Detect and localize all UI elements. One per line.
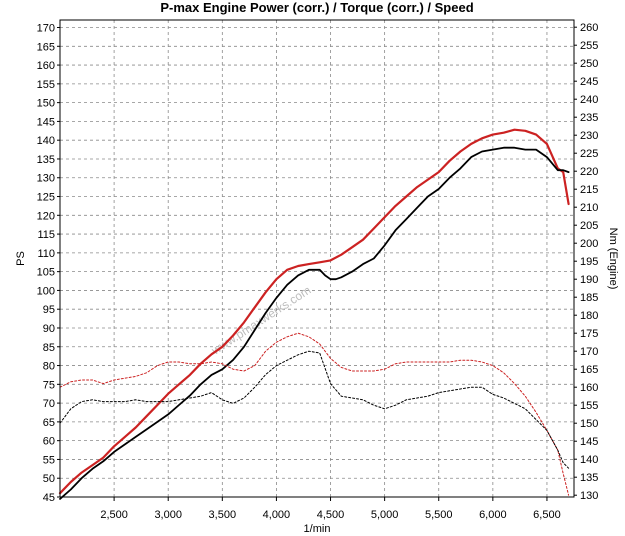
y-left-tick-label: 60 bbox=[43, 436, 55, 448]
y-right-tick-label: 205 bbox=[580, 220, 598, 232]
y-axis-right-label: Nm (Engine) bbox=[607, 228, 619, 290]
y-right-tick-label: 135 bbox=[580, 472, 598, 484]
y-left-tick-label: 140 bbox=[37, 135, 55, 147]
plot-frame bbox=[59, 19, 575, 498]
y-left-tick-label: 170 bbox=[37, 23, 55, 35]
series-line-1 bbox=[58, 128, 570, 495]
y-left-tick-label: 50 bbox=[43, 473, 55, 485]
x-axis-label: 1/min bbox=[304, 523, 331, 535]
y-left-tick-label: 90 bbox=[43, 323, 55, 335]
x-tick-label: 5,500 bbox=[425, 509, 453, 521]
y-right-tick-label: 210 bbox=[580, 202, 598, 214]
y-right-tick-label: 175 bbox=[580, 328, 598, 340]
y-left-tick-label: 120 bbox=[37, 210, 55, 222]
y-right-tick-label: 155 bbox=[580, 400, 598, 412]
series-line-2 bbox=[59, 146, 570, 500]
y-right-tick-label: 130 bbox=[580, 490, 598, 502]
y-right-tick-label: 190 bbox=[580, 274, 598, 286]
y-right-tick-label: 150 bbox=[580, 418, 598, 430]
y-right-tick-label: 160 bbox=[580, 382, 598, 394]
y-left-tick-label: 65 bbox=[43, 417, 55, 429]
y-right-tick-label: 140 bbox=[580, 454, 598, 466]
y-left-tick-label: 85 bbox=[43, 342, 55, 354]
y-left-tick-label: 150 bbox=[37, 98, 55, 110]
grid bbox=[60, 20, 574, 498]
y-left-tick-label: 130 bbox=[37, 173, 55, 185]
x-tick-label: 4,000 bbox=[263, 509, 291, 521]
y-left-tick-label: 110 bbox=[37, 248, 55, 260]
y-left-tick-label: 45 bbox=[43, 492, 55, 504]
series-group bbox=[58, 128, 570, 500]
y-right-tick-label: 255 bbox=[580, 40, 598, 52]
y-axis-left-label: PS bbox=[15, 251, 27, 266]
y-left-tick-label: 145 bbox=[37, 116, 55, 128]
y-right-tick-label: 240 bbox=[580, 94, 598, 106]
y-left-tick-label: 55 bbox=[43, 454, 55, 466]
x-tick-label: 6,500 bbox=[533, 509, 561, 521]
y-right-tick-label: 180 bbox=[580, 310, 598, 322]
y-left-tick-label: 75 bbox=[43, 379, 55, 391]
chart-title: P-max Engine Power (corr.) / Torque (cor… bbox=[160, 0, 473, 15]
y-right-tick-label: 170 bbox=[580, 346, 598, 358]
y-right-tick-label: 220 bbox=[580, 166, 598, 178]
y-left-tick-label: 105 bbox=[37, 267, 55, 279]
x-tick-label: 2,500 bbox=[100, 509, 128, 521]
y-left-tick-label: 115 bbox=[37, 229, 55, 241]
y-right-tick-label: 250 bbox=[580, 58, 598, 70]
y-right-tick-label: 185 bbox=[580, 292, 598, 304]
y-left-tick-label: 155 bbox=[37, 79, 55, 91]
y-left-tick-label: 80 bbox=[43, 361, 55, 373]
y-left-tick-label: 135 bbox=[37, 154, 55, 166]
y-right-tick-label: 200 bbox=[580, 238, 598, 250]
y-right-tick-label: 215 bbox=[580, 184, 598, 196]
y-right-tick-label: 245 bbox=[580, 76, 598, 88]
y-right-tick-label: 195 bbox=[580, 256, 598, 268]
y-left-tick-label: 100 bbox=[37, 285, 55, 297]
y-right-tick-label: 260 bbox=[580, 22, 598, 34]
x-tick-label: 5,000 bbox=[371, 509, 399, 521]
tick-labels: 2,500 3,000 3,500 4,000 4,500 5,000 5,500 6,000… bbox=[37, 22, 599, 521]
x-tick-label: 6,000 bbox=[479, 509, 507, 521]
series-line-4 bbox=[59, 350, 570, 469]
y-right-tick-label: 235 bbox=[580, 112, 598, 124]
y-left-tick-label: 160 bbox=[37, 60, 55, 72]
y-left-tick-label: 95 bbox=[43, 304, 55, 316]
y-right-tick-label: 225 bbox=[580, 148, 598, 160]
x-tick-label: 3,000 bbox=[154, 509, 182, 521]
x-tick-label: 3,500 bbox=[209, 509, 237, 521]
y-right-tick-label: 165 bbox=[580, 364, 598, 376]
series-line-3 bbox=[59, 332, 570, 496]
x-tick-label: 4,500 bbox=[317, 509, 345, 521]
y-left-tick-label: 70 bbox=[43, 398, 55, 410]
y-right-tick-label: 230 bbox=[580, 130, 598, 142]
y-right-tick-label: 145 bbox=[580, 436, 598, 448]
y-left-tick-label: 125 bbox=[37, 192, 55, 204]
y-left-tick-label: 165 bbox=[37, 41, 55, 53]
